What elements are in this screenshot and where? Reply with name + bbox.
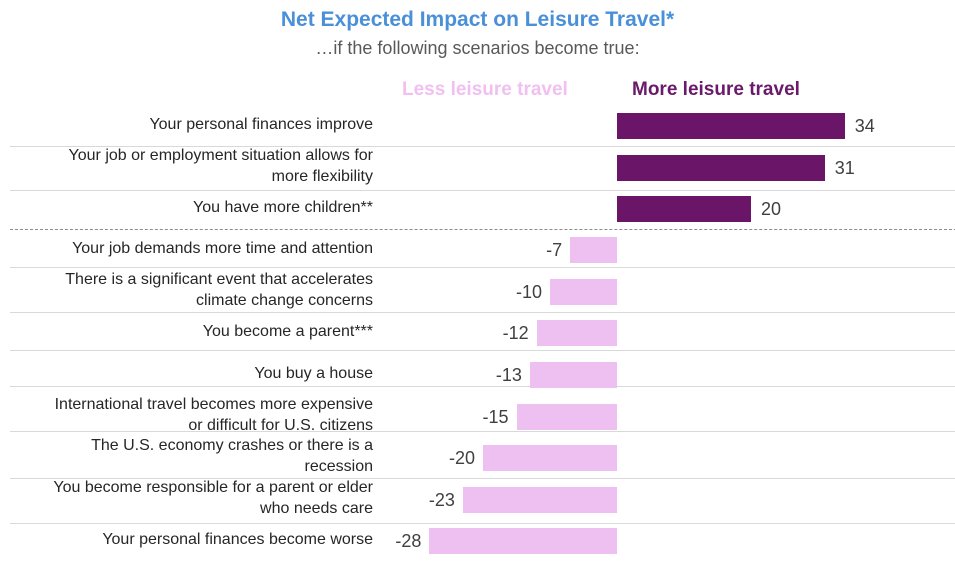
- category-label-line: Your job demands more time and attention: [72, 239, 373, 257]
- category-label-line: You become responsible for a parent or e…: [53, 479, 373, 496]
- group-divider: [10, 229, 955, 230]
- row-divider: [10, 350, 955, 351]
- category-label-line: more flexibility: [271, 168, 373, 185]
- value-label: -15: [482, 407, 509, 427]
- category-label: You become responsible for a parent or e…: [10, 477, 373, 519]
- legend-less-leisure-travel: Less leisure travel: [402, 79, 568, 100]
- value-label: -13: [495, 365, 522, 385]
- bar: [617, 196, 751, 222]
- category-label-line: or difficult for U.S. citizens: [188, 417, 373, 434]
- category-label: The U.S. economy crashes or there is a re…: [10, 435, 373, 477]
- category-label: Your personal finances become worse: [10, 529, 373, 550]
- row-divider: [10, 267, 955, 268]
- bar: [429, 528, 617, 554]
- category-label-line: The U.S. economy crashes or there is a: [91, 437, 373, 454]
- value-label: -28: [395, 531, 422, 551]
- category-label: You become a parent***: [10, 321, 373, 342]
- chart-title: Net Expected Impact on Leisure Travel*: [280, 8, 675, 31]
- category-label-line: Your personal finances improve: [149, 115, 373, 133]
- category-label-line: International travel becomes more expens…: [54, 396, 373, 413]
- row-divider: [10, 386, 955, 387]
- row-divider: [10, 478, 955, 479]
- bar: [529, 362, 617, 388]
- value-label: -12: [502, 323, 529, 343]
- category-label-line: You become a parent***: [202, 322, 373, 340]
- category-label: You buy a house: [10, 363, 373, 384]
- bar: [536, 320, 617, 346]
- bar: [550, 279, 617, 305]
- category-label-line: There is a significant event that accele…: [65, 271, 373, 288]
- category-label: You have more children**: [10, 197, 373, 218]
- category-label-line: climate change concerns: [196, 292, 373, 309]
- row-divider: [10, 431, 955, 432]
- chart-subtitle: …if the following scenarios become true:: [315, 38, 640, 58]
- bar: [570, 237, 617, 263]
- value-label: 20: [761, 199, 782, 219]
- row-divider: [10, 523, 955, 524]
- bar: [516, 404, 617, 430]
- legend-more-leisure-travel: More leisure travel: [632, 79, 800, 100]
- category-label: Your personal finances improve: [10, 114, 373, 135]
- bar: [617, 113, 845, 139]
- row-divider: [10, 312, 955, 313]
- bar: [462, 487, 617, 513]
- category-label: International travel becomes more expens…: [10, 394, 373, 436]
- category-label-line: Your personal finances become worse: [102, 530, 373, 548]
- value-label: 31: [834, 158, 855, 178]
- category-label-line: who needs care: [260, 500, 373, 517]
- category-label: Your job demands more time and attention: [10, 238, 373, 259]
- row-divider: [10, 146, 955, 147]
- category-label-line: You have more children**: [193, 198, 373, 216]
- value-label: -10: [515, 282, 542, 302]
- category-label: Your job or employment situation allows …: [10, 145, 373, 187]
- value-label: 34: [854, 116, 875, 136]
- bar: [483, 445, 617, 471]
- bar: [617, 155, 825, 181]
- category-label-line: Your job or employment situation allows …: [68, 147, 373, 164]
- value-label: -20: [448, 448, 475, 468]
- category-label: There is a significant event that accele…: [10, 269, 373, 311]
- value-label: -23: [428, 490, 455, 510]
- category-label-line: You buy a house: [254, 364, 373, 382]
- value-label: -7: [546, 240, 563, 260]
- category-label-line: recession: [304, 458, 373, 475]
- row-divider: [10, 190, 955, 191]
